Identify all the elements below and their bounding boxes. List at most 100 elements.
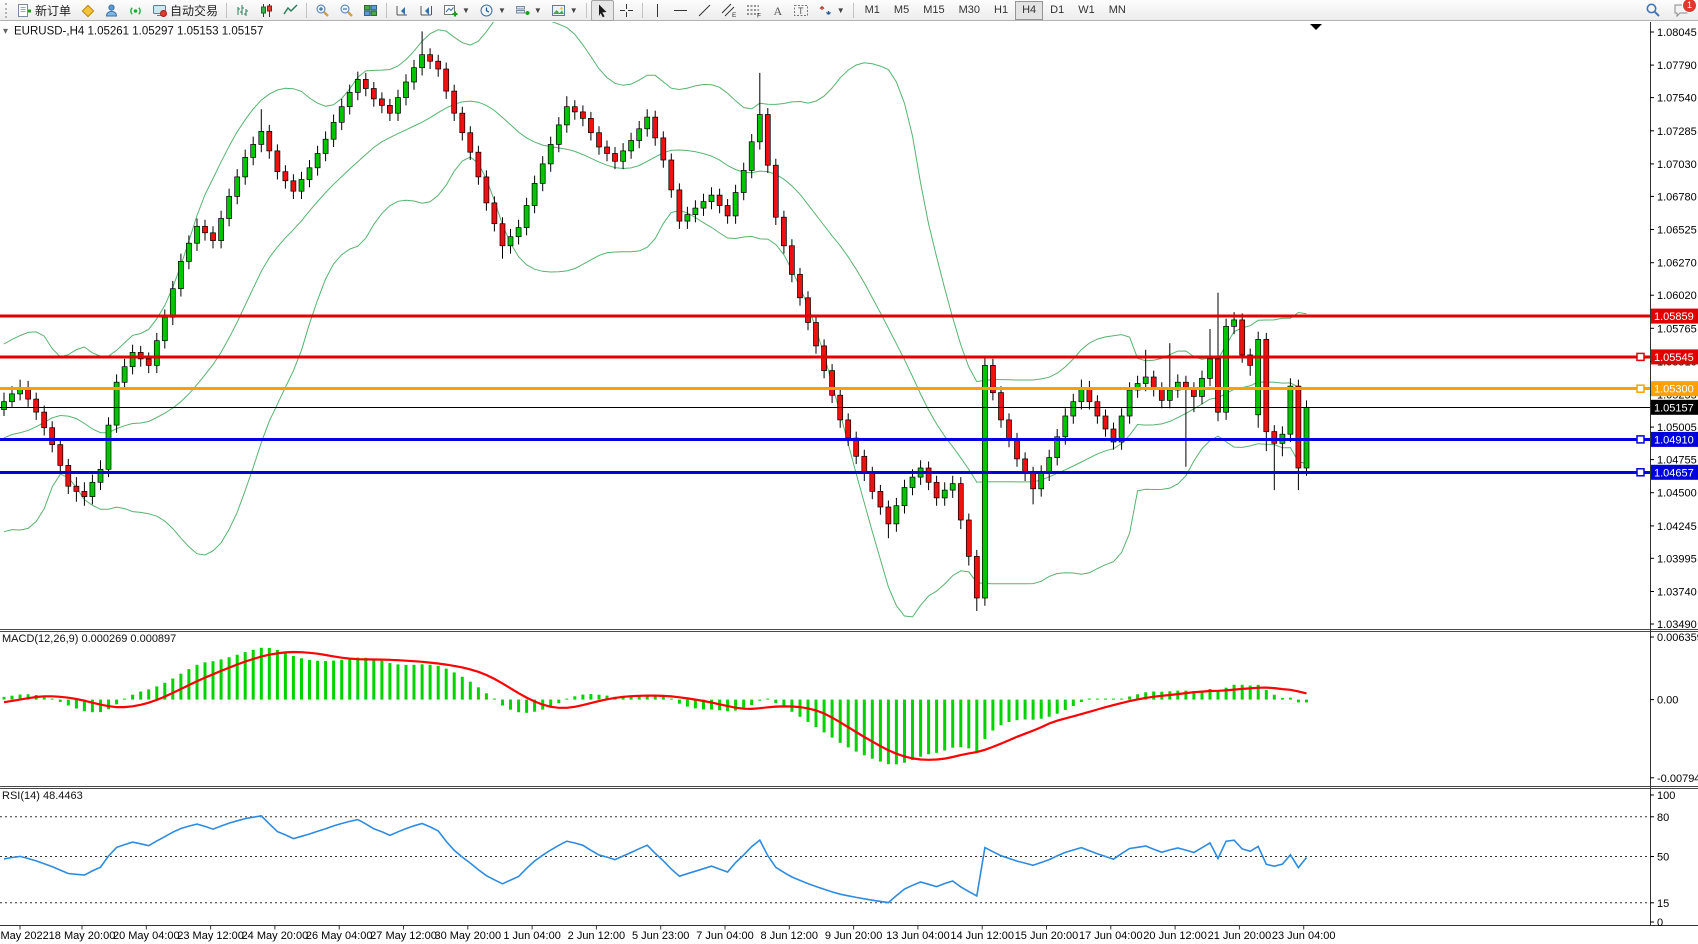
new-chart-button[interactable]: ▼ <box>439 0 474 21</box>
line-handle[interactable] <box>1636 352 1645 362</box>
arrows-button[interactable]: ▼ <box>814 0 849 21</box>
timeframe-MN[interactable]: MN <box>1108 4 1126 16</box>
time-label: 21 Jun 20:00 <box>1208 930 1272 942</box>
svg-text:0: 0 <box>1657 917 1663 929</box>
svg-text:1.06020: 1.06020 <box>1657 290 1697 302</box>
horizontal-line-icon <box>673 3 688 18</box>
svg-text:1.06270: 1.06270 <box>1657 258 1697 270</box>
chart-plot-area[interactable] <box>0 22 1650 628</box>
main-toolbar: 新订单 自动交易 ▼ ▼ ▼ ▼ E F A T ▼ M1 M5 M15 M30 H1 H… <box>0 0 1698 21</box>
price-axis[interactable]: 1.08045 1.07790 1.07540 1.07285 1.07030 1.067… <box>1650 27 1697 631</box>
time-label: 23 May 12:00 <box>177 930 244 942</box>
svg-text:0.00: 0.00 <box>1657 695 1678 707</box>
fibonacci-button[interactable]: F <box>742 0 766 21</box>
candlesticks <box>1 31 1310 611</box>
timeframe-H1[interactable]: H1 <box>994 4 1009 16</box>
svg-text:1.04245: 1.04245 <box>1657 521 1697 533</box>
tile-windows-button[interactable] <box>359 0 382 21</box>
new-chart-icon <box>443 3 458 18</box>
autotrading-button[interactable]: 自动交易 <box>148 0 222 21</box>
chart-shift-icon <box>419 3 434 18</box>
chart-shift-marker[interactable] <box>1310 24 1322 30</box>
community-button[interactable] <box>100 0 123 21</box>
templates-button[interactable]: ▼ <box>547 0 582 21</box>
time-label: 17 Jun 04:00 <box>1079 930 1143 942</box>
macd-label: MACD(12,26,9) 0.000269 0.000897 <box>2 633 176 645</box>
price-line-label <box>1651 464 1698 480</box>
community-person-icon <box>104 3 119 18</box>
new-order-button[interactable]: 新订单 <box>13 0 75 21</box>
bar-chart-button[interactable] <box>231 0 254 21</box>
zoom-out-button[interactable] <box>335 0 358 21</box>
cursor-button[interactable] <box>590 0 614 21</box>
signals-button[interactable] <box>124 0 147 21</box>
svg-text:1.04500: 1.04500 <box>1657 488 1697 500</box>
auto-scroll-icon <box>395 3 410 18</box>
svg-text:100: 100 <box>1657 790 1675 802</box>
svg-text:1.06780: 1.06780 <box>1657 191 1697 203</box>
price-line-label <box>1651 381 1698 397</box>
timeframe-W1[interactable]: W1 <box>1078 4 1095 16</box>
timeframe-D1[interactable]: D1 <box>1050 4 1065 16</box>
arrows-icon <box>818 3 833 18</box>
vertical-line-icon <box>651 3 664 18</box>
dropdown-caret-icon: ▼ <box>836 5 845 15</box>
line-handle[interactable] <box>1636 384 1645 393</box>
vertical-line-button[interactable] <box>647 0 668 21</box>
metaeditor-button[interactable] <box>76 0 99 21</box>
crosshair-button[interactable] <box>615 0 638 21</box>
svg-text:1.03740: 1.03740 <box>1657 587 1697 599</box>
candlestick-chart-icon <box>259 3 274 18</box>
notification-badge: 1 <box>1682 0 1697 13</box>
timeframe-H4[interactable]: H4 <box>1015 0 1044 20</box>
price-line-label-text: 1.04657 <box>1654 467 1694 479</box>
text-a-icon: A <box>771 3 784 18</box>
svg-text:1.07790: 1.07790 <box>1657 60 1697 72</box>
toolbar-separator <box>641 2 643 18</box>
text-label-icon: T <box>793 3 809 18</box>
price-line-label <box>1651 308 1698 324</box>
rsi-axis: 100 80 50 15 0 <box>1650 790 1675 929</box>
new-order-icon <box>17 3 32 18</box>
macd-panel <box>2 647 1308 765</box>
timeframe-M15[interactable]: M15 <box>923 4 945 16</box>
auto-scroll-button[interactable] <box>391 0 414 21</box>
search-button[interactable] <box>1641 0 1665 21</box>
price-line-label-text: 1.05545 <box>1654 352 1694 364</box>
chart-shift-button[interactable] <box>415 0 438 21</box>
toolbar-separator <box>386 2 388 18</box>
cursor-arrow-icon <box>595 3 610 18</box>
text-label-button[interactable]: T <box>789 0 813 21</box>
text-button[interactable]: A <box>767 0 788 21</box>
trendline-button[interactable] <box>693 0 716 21</box>
dropdown-caret-icon: ▼ <box>462 5 470 15</box>
price-line-label <box>1651 349 1698 365</box>
dropdown-caret-icon: ▼ <box>533 5 542 15</box>
price-line-label-text: 1.05859 <box>1654 311 1694 323</box>
toolbar-separator <box>852 2 854 18</box>
price-line-label-text: 1.05300 <box>1654 384 1694 396</box>
timeframe-M1[interactable]: M1 <box>864 4 880 16</box>
timeframe-M30[interactable]: M30 <box>958 4 981 16</box>
notifications-button[interactable]: 1 <box>1669 0 1697 21</box>
indicators-button[interactable]: ▼ <box>511 0 546 21</box>
line-chart-button[interactable] <box>279 0 302 21</box>
periods-button[interactable]: ▼ <box>475 0 510 21</box>
horizontal-line-button[interactable] <box>669 0 692 21</box>
dropdown-caret-icon: ▼ <box>569 5 578 15</box>
candlestick-chart-button[interactable] <box>255 0 278 21</box>
timeframe-M5[interactable]: M5 <box>893 4 910 16</box>
chart-title: EURUSD-,H4 1.05261 1.05297 1.05153 1.051… <box>14 26 263 38</box>
price-line-label-text: 1.05157 <box>1654 402 1694 414</box>
time-label: 30 May 20:00 <box>434 930 501 942</box>
rsi-label: RSI(14) 48.4463 <box>2 790 83 802</box>
time-label: 7 Jun 04:00 <box>696 930 754 942</box>
line-handle[interactable] <box>1636 435 1645 444</box>
svg-text:1.08045: 1.08045 <box>1657 27 1697 39</box>
line-handle[interactable] <box>1636 468 1645 477</box>
toolbar-grip[interactable] <box>5 2 10 18</box>
equidistant-channel-button[interactable]: E <box>717 0 741 21</box>
symbol-dropdown-icon[interactable]: ▾ <box>3 26 8 37</box>
zoom-in-button[interactable] <box>311 0 334 21</box>
